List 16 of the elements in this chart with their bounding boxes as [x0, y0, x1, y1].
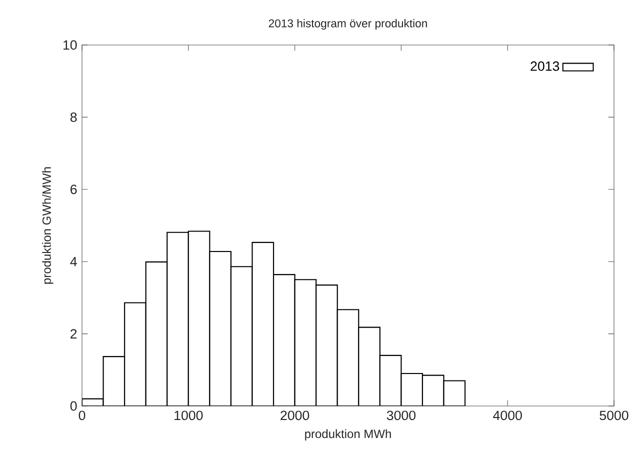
y-tick-label: 0 [70, 401, 77, 411]
legend-label: 2013 [530, 61, 560, 71]
y-tick-label: 10 [63, 40, 77, 50]
x-tick-label: 4000 [493, 410, 522, 420]
x-tick-label: 2000 [280, 410, 310, 420]
y-axis-title: produktion GWh/MWh [42, 167, 54, 284]
x-tick-label: 5000 [600, 410, 628, 420]
y-tick-label: 4 [70, 257, 77, 266]
x-tick-label: 0 [78, 410, 86, 420]
y-tick-label: 2 [70, 329, 77, 338]
y-tick-label: 6 [70, 184, 77, 194]
chart-title: 2013 histogram över produktion [268, 19, 427, 30]
x-tick-label: 1000 [174, 410, 203, 420]
y-tick-label: 8 [70, 112, 77, 122]
x-tick-label: 3000 [386, 410, 416, 420]
x-axis-title: produktion MWh [305, 429, 391, 440]
